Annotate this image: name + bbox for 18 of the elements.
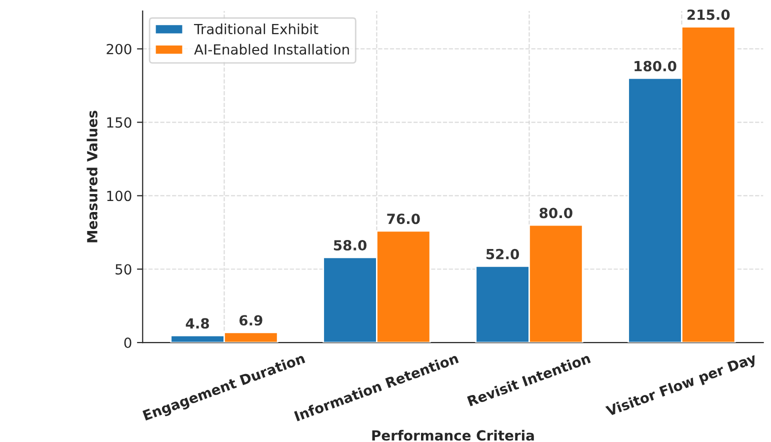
data-label: 180.0	[634, 60, 676, 72]
legend-label: Traditional Exhibit	[194, 24, 318, 34]
data-label: 215.0	[688, 9, 730, 20]
data-label: 58.0	[334, 240, 366, 251]
x-tick-label: Visitor Flow per Day	[605, 352, 758, 420]
y-tick-label: 50	[116, 264, 132, 275]
y-tick-label: 100	[107, 190, 132, 202]
y-tick-label: 150	[107, 117, 132, 128]
data-label: 4.8	[186, 318, 209, 329]
legend-label: AI-Enabled Installation	[194, 44, 349, 55]
data-label: 80.0	[540, 208, 572, 218]
y-axis-title: Measured Values	[86, 110, 98, 242]
data-label: 6.9	[239, 315, 262, 326]
data-label: 76.0	[387, 214, 420, 224]
x-axis-title: Performance Criteria	[372, 430, 534, 441]
y-tick-label: 0	[124, 338, 132, 348]
data-label: 52.0	[486, 248, 519, 260]
y-tick-label: 200	[106, 44, 132, 54]
